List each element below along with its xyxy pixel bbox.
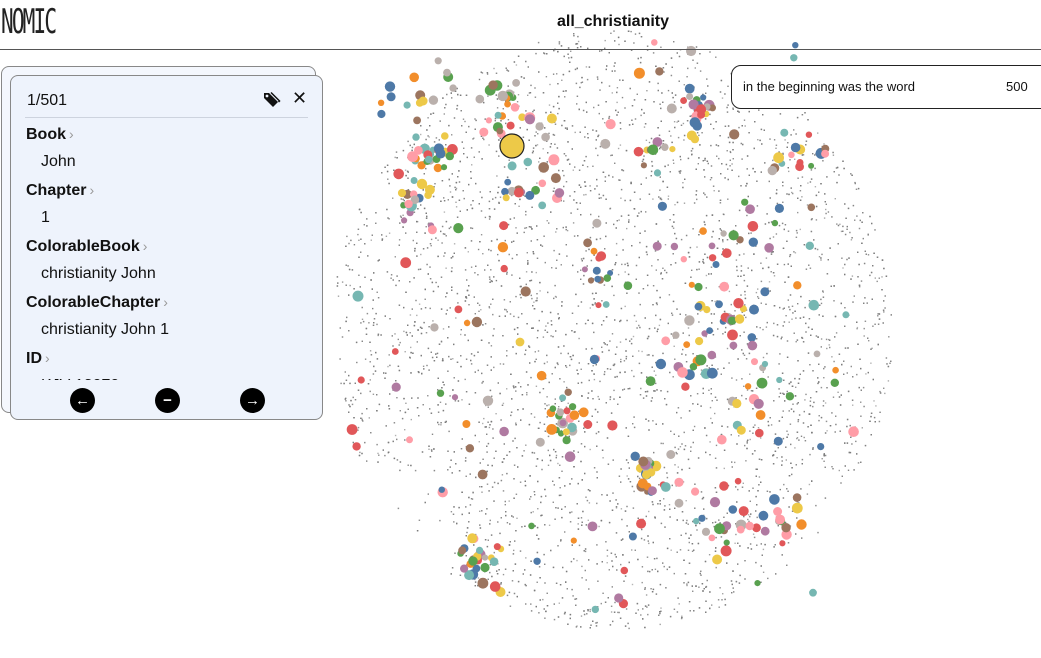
field-label-colorablebook[interactable]: ColorableBook › — [26, 232, 311, 260]
search-result-points — [346, 39, 859, 614]
chevron-right-icon: › — [89, 182, 95, 198]
field-label-text: Chapter — [26, 182, 87, 199]
header-bar: NOMIC all_christianity — [0, 0, 1041, 50]
field-value-book: John — [41, 153, 76, 170]
remove-button[interactable]: − — [155, 388, 180, 413]
field-label-text: ID — [26, 350, 42, 367]
next-button[interactable]: → — [240, 388, 265, 413]
arrow-right-icon: → — [245, 392, 260, 409]
chevron-right-icon: › — [45, 350, 50, 366]
project-title: all_christianity — [556, 13, 670, 30]
chevron-right-icon: › — [69, 126, 74, 142]
search-box[interactable]: in the beginning was the word 500 — [731, 65, 1041, 109]
chevron-right-icon: › — [142, 238, 148, 254]
nomic-logo[interactable]: NOMIC — [1, 2, 57, 42]
tag-icon[interactable] — [261, 90, 281, 110]
field-label-colorablechapter[interactable]: ColorableChapter › — [26, 288, 311, 316]
divider — [25, 117, 308, 118]
field-label-text: Book — [26, 126, 66, 143]
selected-point[interactable] — [499, 133, 525, 159]
field-value-colorablebook: christianity John — [41, 265, 156, 282]
field-list: Book › John Chapter › 1 ColorableBook › chr… — [26, 120, 311, 380]
search-query[interactable]: in the beginning was the word — [743, 79, 916, 94]
previous-button[interactable]: ← — [70, 388, 95, 413]
chevron-right-icon: › — [163, 294, 168, 310]
detail-panel: 1/501 ✕ Book › John Chapter › 1 ColorableB… — [10, 75, 323, 420]
field-label-chapter[interactable]: Chapter › — [26, 176, 311, 204]
field-label-text: ColorableChapter — [26, 294, 161, 311]
result-counter: 1/501 — [27, 92, 68, 109]
field-value-chapter: 1 — [41, 209, 50, 226]
field-label-text: ColorableBook — [26, 238, 140, 255]
field-label-id[interactable]: ID › — [26, 344, 311, 372]
field-value-colorablechapter: christianity John 1 — [41, 321, 170, 338]
field-value-id: KJV 13070 — [26, 372, 311, 380]
close-icon[interactable]: ✕ — [292, 88, 308, 108]
arrow-left-icon: ← — [75, 392, 90, 409]
minus-icon: − — [163, 392, 172, 409]
search-result-count: 500 — [1006, 79, 1028, 94]
field-label-book[interactable]: Book › — [26, 120, 311, 148]
